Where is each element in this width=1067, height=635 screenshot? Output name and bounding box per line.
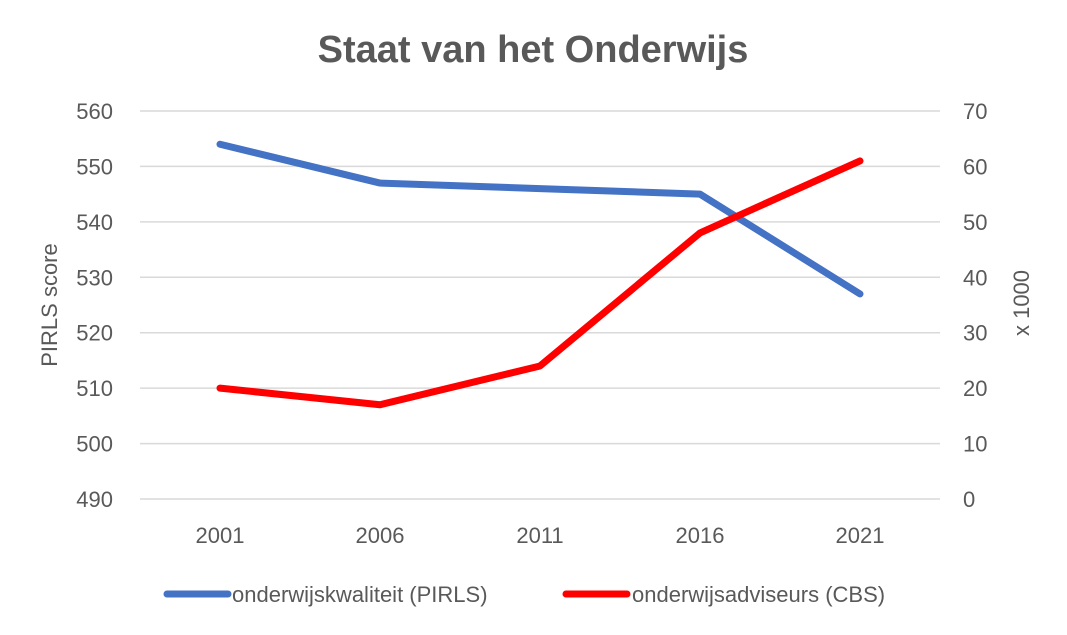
right-tick-label: 30 — [963, 321, 987, 346]
series-line-1 — [216, 157, 864, 409]
x-tick-label: 2011 — [516, 523, 563, 548]
x-axis-ticks: 2001 2006 2011 2016 2021 — [196, 523, 885, 548]
right-tick-label: 0 — [963, 487, 975, 512]
left-tick-label: 510 — [76, 376, 113, 401]
right-axis-ticks: 0 10 20 30 40 50 60 70 — [963, 99, 987, 512]
legend-item: onderwijskwaliteit (PIRLS) — [163, 582, 488, 607]
x-tick-label: 2001 — [196, 523, 245, 548]
left-tick-label: 500 — [76, 432, 113, 457]
legend: onderwijskwaliteit (PIRLS) onderwijsadvis… — [163, 582, 885, 607]
series-lines — [216, 140, 864, 409]
left-tick-label: 540 — [76, 210, 113, 235]
legend-label: onderwijskwaliteit (PIRLS) — [232, 582, 488, 607]
right-tick-label: 70 — [963, 99, 987, 124]
right-tick-label: 10 — [963, 432, 987, 457]
chart-title: Staat van het Onderwijs — [318, 29, 749, 71]
right-tick-label: 60 — [963, 154, 987, 179]
right-tick-label: 50 — [963, 210, 987, 235]
left-tick-label: 490 — [76, 487, 113, 512]
left-axis-label: PIRLS score — [37, 243, 62, 367]
left-tick-label: 520 — [76, 321, 113, 346]
right-tick-label: 40 — [963, 265, 987, 290]
legend-item: onderwijsadviseurs (CBS) — [562, 582, 885, 607]
legend-label: onderwijsadviseurs (CBS) — [632, 582, 885, 607]
right-tick-label: 20 — [963, 376, 987, 401]
left-tick-label: 560 — [76, 99, 113, 124]
left-tick-label: 530 — [76, 265, 113, 290]
gridlines — [140, 110, 940, 500]
x-tick-label: 2016 — [676, 523, 725, 548]
left-tick-label: 550 — [76, 154, 113, 179]
x-tick-label: 2006 — [356, 523, 405, 548]
right-axis-label: x 1000 — [1009, 270, 1034, 336]
left-axis-ticks: 490 500 510 520 530 540 550 560 — [76, 99, 113, 512]
x-tick-label: 2021 — [836, 523, 885, 548]
